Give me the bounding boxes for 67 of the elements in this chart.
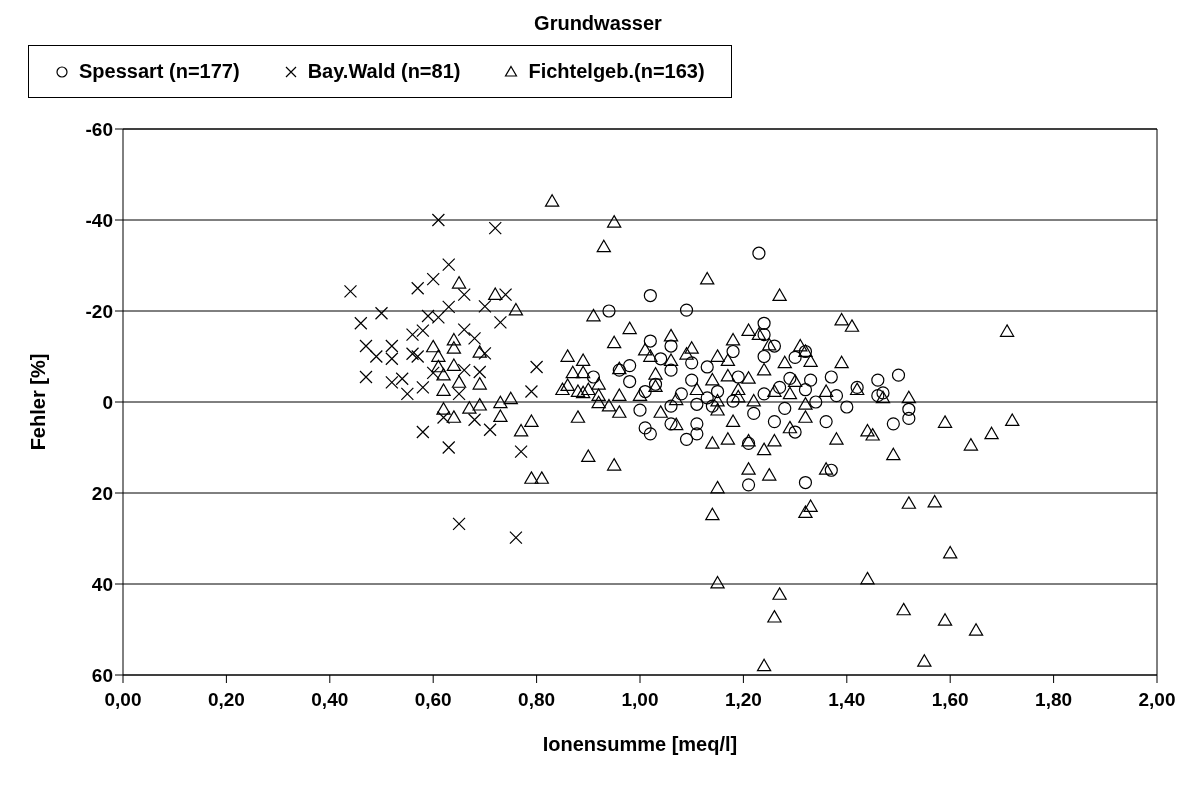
point	[473, 365, 487, 379]
y-tick-label: 60	[91, 664, 113, 686]
point	[426, 366, 440, 380]
point	[530, 360, 544, 374]
legend-label: Spessart (n=177)	[79, 60, 240, 83]
point	[359, 339, 373, 353]
x-tick-label: 2,00	[1138, 689, 1176, 711]
point	[467, 413, 482, 427]
point	[431, 213, 445, 227]
y-tick-label: -40	[85, 209, 113, 231]
point	[343, 284, 358, 299]
legend-label: Bay.Wald (n=81)	[307, 60, 461, 83]
chart-title: Grundwasser	[533, 12, 663, 35]
point	[509, 530, 523, 545]
point	[483, 423, 497, 437]
x-tick-label: 1,60	[931, 689, 969, 711]
y-tick-label: -20	[85, 300, 113, 322]
point	[400, 387, 414, 401]
x-tick-label: 1,80	[1035, 689, 1073, 711]
point	[395, 372, 409, 386]
y-tick-label: 40	[91, 573, 113, 595]
point	[457, 288, 471, 302]
point	[436, 410, 451, 425]
point	[405, 328, 420, 342]
y-axis-title: Fehler [%]	[27, 353, 50, 451]
point	[478, 346, 492, 360]
point	[493, 315, 508, 329]
point	[457, 323, 471, 337]
point	[442, 257, 456, 272]
point	[442, 440, 456, 455]
x-tick-label: 1,40	[828, 689, 866, 711]
x-axis-title: Ionensumme [meq/l]	[542, 733, 738, 755]
point	[405, 347, 420, 361]
x-tick-label: 0,00	[104, 689, 142, 711]
point	[374, 306, 389, 320]
point	[452, 387, 466, 401]
point	[385, 339, 399, 353]
point	[411, 349, 425, 364]
point	[452, 517, 466, 531]
y-tick-label: -60	[85, 118, 113, 140]
point	[488, 221, 502, 235]
point	[416, 425, 430, 439]
y-tick-label: 0	[102, 391, 113, 413]
point	[385, 375, 399, 390]
point	[524, 384, 539, 399]
x-tick-label: 0,40	[311, 689, 349, 711]
point	[354, 316, 368, 330]
point	[478, 299, 492, 314]
legend-label: Fichtelgeb.(n=163)	[528, 60, 705, 83]
point	[416, 323, 430, 338]
x-tick-label: 0,80	[518, 689, 556, 711]
point	[359, 370, 373, 384]
point	[385, 352, 399, 366]
x-tick-label: 0,60	[414, 689, 452, 711]
point	[467, 331, 482, 345]
y-tick-label: 20	[91, 482, 113, 504]
point	[369, 349, 383, 364]
point	[416, 380, 430, 395]
point	[426, 272, 440, 286]
point	[498, 288, 513, 302]
x-tick-label: 1,20	[724, 689, 762, 711]
point	[457, 363, 471, 377]
x-tick-label: 1,00	[621, 689, 659, 711]
x-tick-label: 0,20	[207, 689, 245, 711]
point	[411, 281, 425, 295]
point	[442, 300, 456, 314]
point	[514, 445, 528, 459]
